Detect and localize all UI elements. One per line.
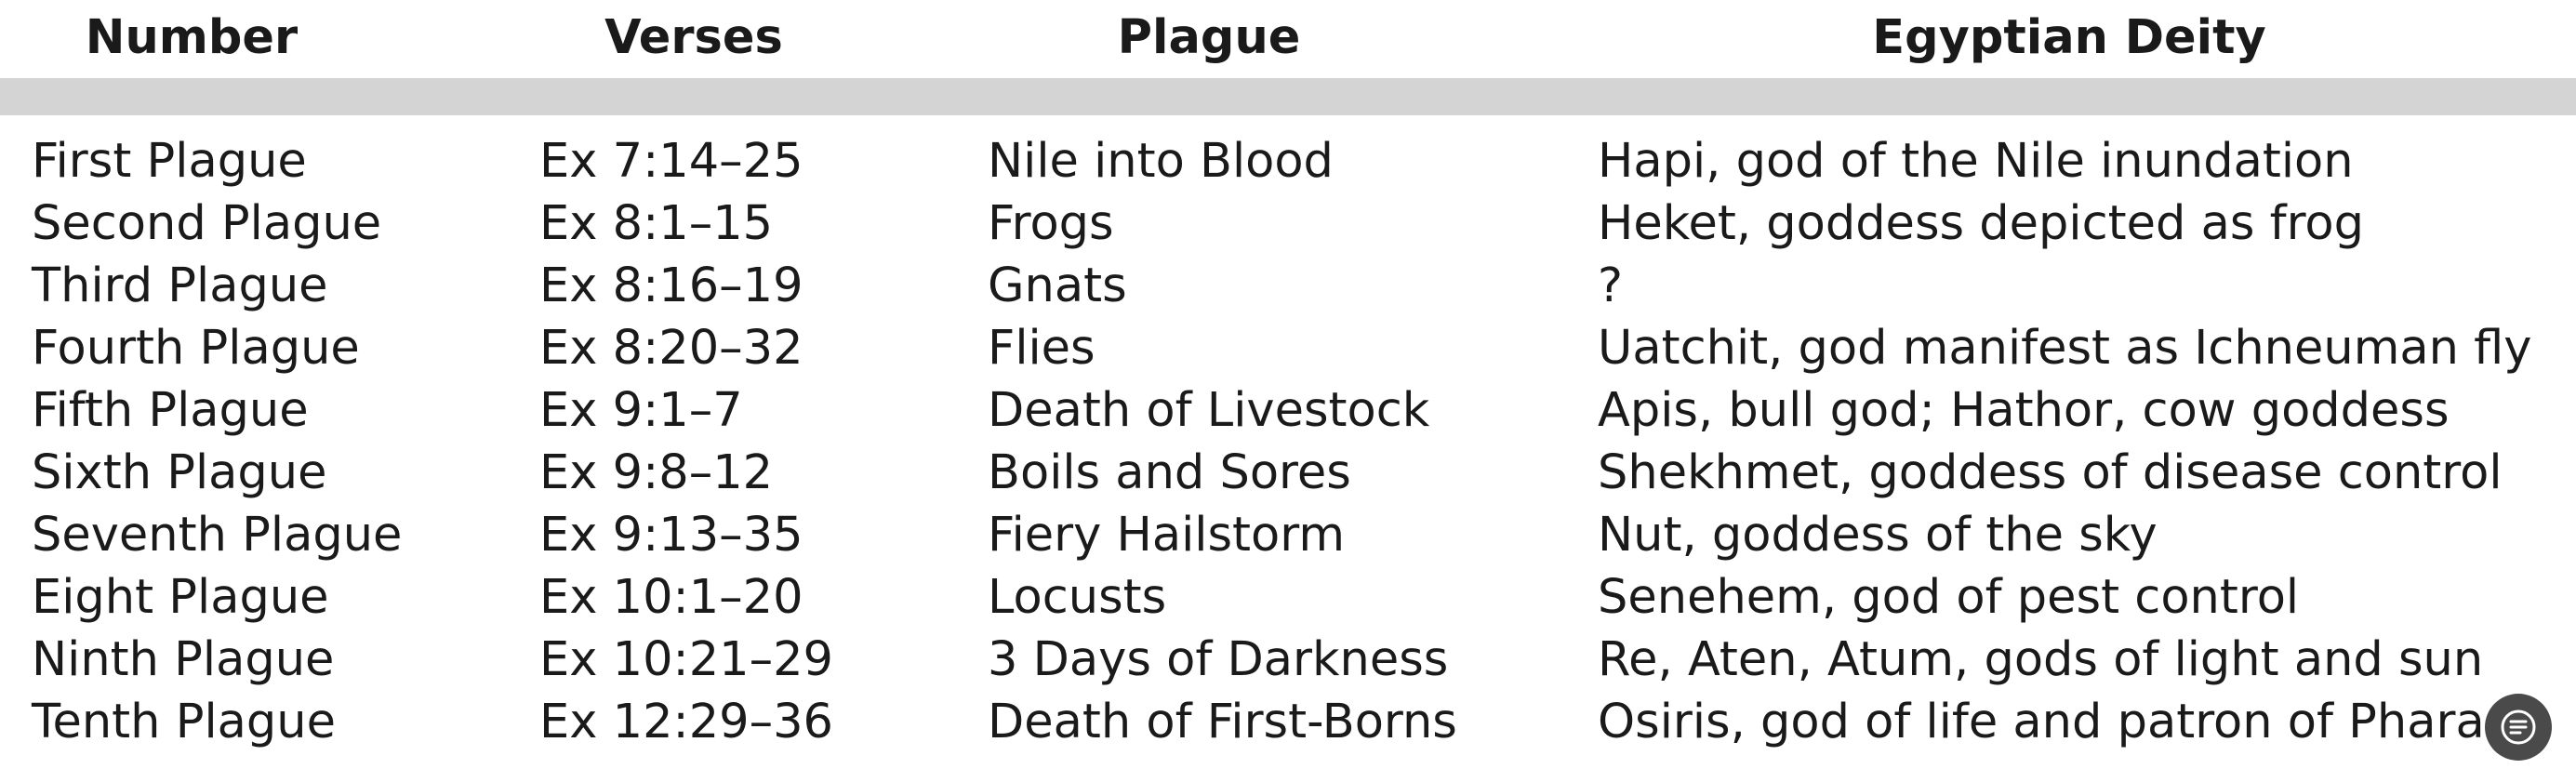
- cell-number: Third Plague: [32, 258, 328, 313]
- cell-plague: Boils and Sores: [988, 445, 1351, 500]
- table-row: Tenth Plague Ex 12:29–36 Death of First-…: [0, 691, 2576, 753]
- cell-number: Seventh Plague: [32, 508, 403, 563]
- cell-plague: Death of Livestock: [988, 383, 1430, 438]
- cell-plague: Nile into Blood: [988, 134, 1334, 189]
- table-row: Fourth Plague Ex 8:20–32 Flies Uatchit, …: [0, 317, 2576, 379]
- cell-number: First Plague: [32, 134, 307, 189]
- floating-menu-button[interactable]: [2485, 694, 2552, 761]
- table-row: Seventh Plague Ex 9:13–35 Fiery Hailstor…: [0, 504, 2576, 566]
- cell-verses: Ex 9:13–35: [539, 508, 803, 563]
- cell-number: Eight Plague: [32, 570, 329, 625]
- cell-deity: Hapi, god of the Nile inundation: [1598, 134, 2354, 189]
- cell-deity: Re, Aten, Atum, gods of light and sun: [1598, 632, 2484, 687]
- cell-deity: Shekhmet, goddess of disease control: [1598, 445, 2503, 500]
- table-row: First Plague Ex 7:14–25 Nile into Blood …: [0, 130, 2576, 192]
- header-verses: Verses: [604, 10, 783, 65]
- cell-deity: ?: [1598, 258, 1624, 313]
- document-list-icon: [2501, 709, 2536, 745]
- header-egyptian-deity: Egyptian Deity: [1872, 10, 2266, 65]
- cell-plague: 3 Days of Darkness: [988, 632, 1449, 687]
- cell-plague: Fiery Hailstorm: [988, 508, 1345, 563]
- table-row: Second Plague Ex 8:1–15 Frogs Heket, god…: [0, 192, 2576, 255]
- cell-verses: Ex 8:1–15: [539, 196, 774, 251]
- table-row: Third Plague Ex 8:16–19 Gnats ?: [0, 255, 2576, 317]
- cell-number: Fifth Plague: [32, 383, 309, 438]
- cell-verses: Ex 9:8–12: [539, 445, 774, 500]
- header-divider-bar: [0, 78, 2576, 115]
- table-row: Sixth Plague Ex 9:8–12 Boils and Sores S…: [0, 442, 2576, 504]
- cell-deity: Heket, goddess depicted as frog: [1598, 196, 2364, 251]
- header-number: Number: [85, 10, 299, 65]
- table-body: First Plague Ex 7:14–25 Nile into Blood …: [0, 130, 2576, 753]
- cell-deity: Apis, bull god; Hathor, cow goddess: [1598, 383, 2450, 438]
- cell-plague: Frogs: [988, 196, 1114, 251]
- cell-verses: Ex 7:14–25: [539, 134, 803, 189]
- cell-plague: Death of First-Borns: [988, 695, 1457, 749]
- cell-number: Second Plague: [32, 196, 382, 251]
- cell-deity: Osiris, god of life and patron of Pharao…: [1598, 695, 2544, 749]
- cell-verses: Ex 8:20–32: [539, 321, 803, 376]
- cell-number: Ninth Plague: [32, 632, 335, 687]
- table-header: Number Verses Plague Egyptian Deity: [0, 0, 2576, 76]
- cell-verses: Ex 9:1–7: [539, 383, 743, 438]
- cell-number: Tenth Plague: [32, 695, 336, 749]
- cell-number: Fourth Plague: [32, 321, 360, 376]
- cell-verses: Ex 10:21–29: [539, 632, 833, 687]
- cell-plague: Locusts: [988, 570, 1167, 625]
- table-row: Ninth Plague Ex 10:21–29 3 Days of Darkn…: [0, 629, 2576, 691]
- cell-plague: Flies: [988, 321, 1095, 376]
- table-row: Fifth Plague Ex 9:1–7 Death of Livestock…: [0, 379, 2576, 442]
- cell-verses: Ex 8:16–19: [539, 258, 803, 313]
- cell-deity: Nut, goddess of the sky: [1598, 508, 2158, 563]
- cell-number: Sixth Plague: [32, 445, 327, 500]
- header-plague: Plague: [1117, 10, 1301, 65]
- cell-verses: Ex 10:1–20: [539, 570, 803, 625]
- table-row: Eight Plague Ex 10:1–20 Locusts Senehem,…: [0, 566, 2576, 629]
- cell-plague: Gnats: [988, 258, 1127, 313]
- cell-deity: Senehem, god of pest control: [1598, 570, 2300, 625]
- cell-verses: Ex 12:29–36: [539, 695, 833, 749]
- cell-deity: Uatchit, god manifest as Ichneuman fly: [1598, 321, 2532, 376]
